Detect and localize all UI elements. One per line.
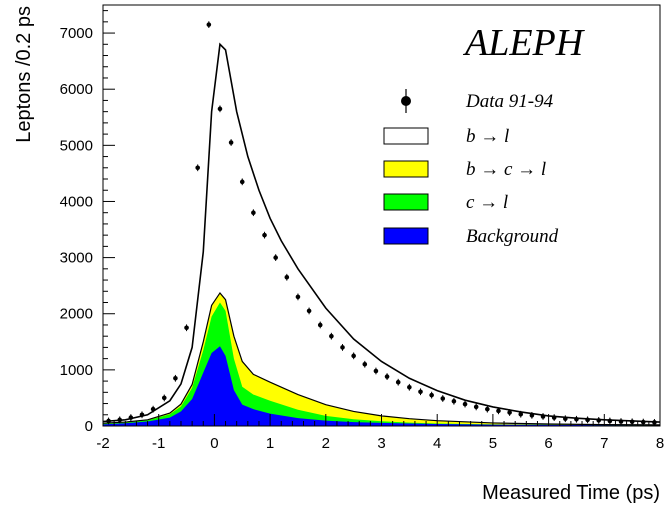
y-tick-label: 1000 bbox=[60, 362, 93, 379]
legend-marker bbox=[401, 96, 411, 106]
x-tick-label: 8 bbox=[656, 435, 664, 452]
data-point bbox=[139, 411, 145, 419]
area-c-l bbox=[103, 302, 660, 426]
data-point bbox=[485, 405, 490, 413]
data-point bbox=[206, 21, 212, 29]
x-tick-label: 4 bbox=[433, 435, 441, 452]
y-tick-label: 2000 bbox=[60, 306, 93, 323]
data-point bbox=[306, 307, 312, 315]
legend-label: b → l bbox=[466, 126, 509, 147]
x-tick-label: 7 bbox=[600, 435, 608, 452]
x-axis-ticks: -2 -1 0 1 2 3 4 5 6 7 8 bbox=[96, 414, 664, 452]
x-tick-label: 5 bbox=[489, 435, 497, 452]
legend-entry: Background bbox=[383, 226, 559, 247]
area-background bbox=[103, 346, 660, 426]
legend-swatch bbox=[383, 227, 429, 245]
data-point bbox=[317, 321, 323, 329]
x-tick-label: -2 bbox=[96, 435, 109, 452]
y-tick-label: 7000 bbox=[60, 25, 93, 42]
data-point bbox=[518, 410, 524, 418]
data-point bbox=[173, 374, 178, 382]
data-point bbox=[150, 405, 156, 413]
data-point bbox=[329, 332, 334, 340]
legend-entry: Data 91-94 bbox=[401, 89, 554, 113]
y-tick-label: 5000 bbox=[60, 137, 93, 154]
x-tick-label: 0 bbox=[210, 435, 218, 452]
data-point bbox=[340, 344, 345, 351]
data-point bbox=[618, 418, 624, 425]
x-tick-label: 3 bbox=[377, 435, 385, 452]
data-point bbox=[473, 403, 479, 411]
data-point bbox=[195, 164, 200, 172]
x-tick-label: -1 bbox=[152, 435, 165, 452]
data-point bbox=[362, 360, 368, 368]
data-point bbox=[217, 105, 223, 113]
data-point bbox=[128, 414, 134, 421]
plot-frame bbox=[102, 4, 661, 427]
data-point bbox=[451, 397, 457, 405]
data-point bbox=[117, 416, 123, 424]
data-point bbox=[351, 352, 356, 360]
legend-entry: b → c → l bbox=[383, 159, 546, 180]
data-point bbox=[273, 254, 278, 261]
legend-label: Background bbox=[466, 226, 559, 247]
y-tick-label: 4000 bbox=[60, 193, 93, 210]
legend-entry: c → l bbox=[383, 192, 508, 213]
data-point bbox=[384, 373, 390, 380]
data-point bbox=[529, 411, 535, 419]
data-point bbox=[395, 378, 401, 386]
chart-title: ALEPH bbox=[462, 22, 586, 64]
data-point bbox=[184, 324, 189, 332]
data-point bbox=[429, 391, 434, 399]
data-point bbox=[161, 394, 167, 402]
curve-b-c-l-top bbox=[102, 291, 661, 426]
data-point bbox=[228, 139, 234, 146]
data-point bbox=[251, 209, 256, 217]
data-point bbox=[551, 414, 557, 421]
stacked-areas bbox=[103, 292, 660, 426]
data-point bbox=[507, 409, 512, 416]
data-point bbox=[418, 388, 423, 396]
legend-swatch bbox=[383, 127, 429, 145]
y-axis-ticks: 0 1000 2000 3000 4000 5000 6000 7000 bbox=[60, 10, 115, 435]
legend: Data 91-94 b → l b → c → l c → l Background bbox=[383, 89, 559, 247]
fit-curves bbox=[102, 42, 661, 426]
y-tick-label: 0 bbox=[85, 418, 93, 435]
legend-entry: b → l bbox=[383, 126, 509, 147]
data-point bbox=[540, 413, 546, 420]
data-point bbox=[106, 417, 111, 425]
data-point bbox=[640, 418, 646, 426]
data-point bbox=[652, 418, 657, 426]
data-point bbox=[563, 415, 568, 423]
data-point bbox=[440, 395, 446, 402]
data-points bbox=[106, 21, 657, 426]
legend-label: c → l bbox=[466, 192, 508, 213]
data-point bbox=[262, 231, 267, 239]
data-point bbox=[239, 178, 245, 186]
data-point bbox=[295, 293, 301, 301]
legend-swatch bbox=[383, 160, 429, 178]
x-tick-label: 1 bbox=[266, 435, 274, 452]
curve-total-fit bbox=[102, 42, 661, 423]
data-point bbox=[284, 273, 290, 281]
data-point bbox=[407, 383, 412, 391]
legend-swatch bbox=[383, 193, 429, 211]
y-axis-title: Leptons /0.2 ps bbox=[13, 6, 35, 143]
y-tick-label: 6000 bbox=[60, 81, 93, 98]
data-point bbox=[629, 418, 635, 426]
data-point bbox=[585, 416, 590, 424]
legend-label: b → c → l bbox=[466, 159, 546, 180]
x-tick-label: 6 bbox=[544, 435, 552, 452]
legend-label: Data 91-94 bbox=[465, 91, 554, 112]
data-point bbox=[607, 417, 613, 425]
y-tick-label: 3000 bbox=[60, 250, 93, 267]
data-point bbox=[574, 415, 579, 423]
data-point bbox=[462, 400, 468, 408]
x-tick-label: 2 bbox=[322, 435, 330, 452]
data-point bbox=[496, 407, 501, 415]
data-point bbox=[373, 367, 379, 375]
x-axis-title: Measured Time (ps) bbox=[482, 482, 660, 504]
data-point bbox=[596, 417, 602, 424]
